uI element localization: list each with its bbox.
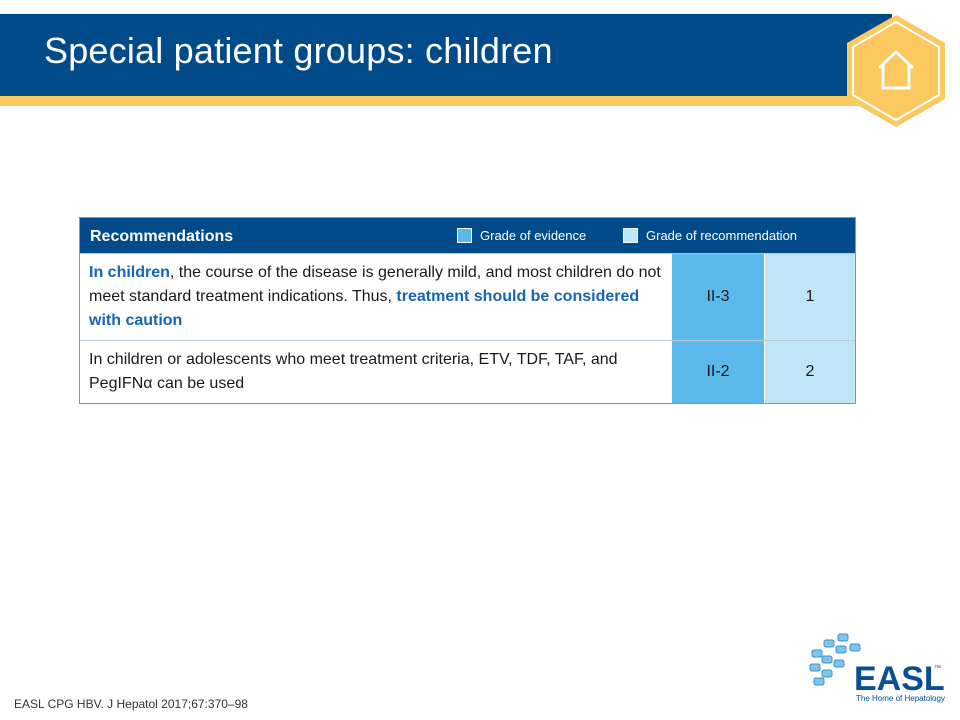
table-row: In children, the course of the disease i… [80,253,855,340]
grade-evidence-cell: II-2 [671,341,764,403]
page-title: Special patient groups: children [44,30,553,71]
evidence-swatch [457,227,472,243]
grade-recommendation-cell: 1 [764,254,855,340]
table-row: In children or adolescents who meet trea… [80,340,855,403]
easl-logo-text: EASL [854,660,945,698]
recommendation-text: In children, the course of the disease i… [80,254,671,340]
text-segment: treatment should be considered with caut… [89,288,640,329]
recommendation-swatch [623,227,638,243]
grade-evidence-cell: II-3 [671,254,764,340]
legend-recommendation-label: Grade of recommendation [646,227,798,243]
legend-grade-evidence: Grade of evidence [457,227,586,243]
header-bar [0,14,892,96]
recommendations-table: Recommendations Grade of evidence Grade … [79,217,856,404]
legend-evidence-label: Grade of evidence [480,227,587,243]
text-segment: In children [89,264,170,281]
easl-logo-tagline: The Home of Hepatology [856,694,945,703]
easl-logo: EASL ™ The Home of Hepatology [809,633,945,703]
header-accent-stripe [0,96,880,106]
easl-logo-tm: ™ [934,665,941,672]
citation: EASL CPG HBV. J Hepatol 2017;67:370–98 [14,697,248,711]
text-segment: can be used [152,375,245,392]
grade-recommendation-cell: 2 [764,341,855,403]
home-icon[interactable] [843,12,949,130]
text-segment: , the course of the disease is generally… [89,264,661,305]
legend-grade-recommendation: Grade of recommendation [623,227,797,243]
recommendation-text: In children or adolescents who meet trea… [80,341,671,403]
table-heading: Recommendations [90,228,234,245]
text-segment: α [143,375,153,392]
text-segment: In children or adolescents who meet trea… [89,351,618,392]
table-header: Recommendations Grade of evidence Grade … [80,218,855,253]
